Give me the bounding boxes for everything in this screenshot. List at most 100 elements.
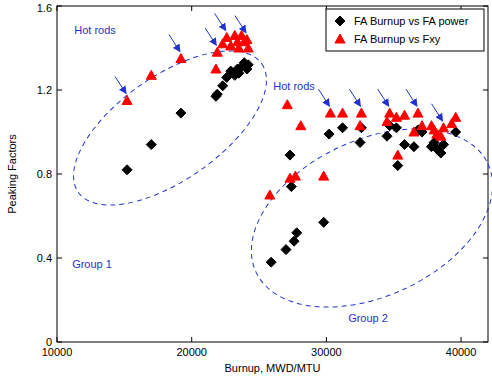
annotation-arrow [378,89,389,106]
point [292,228,302,238]
point [146,140,156,150]
point [122,96,132,105]
y-tick-right [483,90,488,91]
y-tick [57,6,62,7]
point [282,100,292,109]
point [355,138,365,148]
group-ellipse [223,93,492,343]
point [356,108,366,117]
point [413,108,423,117]
x-tick-label: 20000 [176,346,207,358]
legend-label: FA Burnup vs Fxy [354,33,441,45]
x-tick-top [191,6,192,11]
y-tick-right [483,174,488,175]
point [242,35,252,44]
point [222,33,232,42]
y-tick-label: 0.4 [37,252,52,264]
points [122,30,461,267]
point [391,123,401,133]
annotation: Group 1 [72,258,112,270]
point [436,131,446,140]
group-ellipse [48,21,291,235]
point [265,190,275,199]
y-tick-right [483,258,488,259]
point [266,257,276,267]
point [281,245,291,255]
x-tick [57,337,58,342]
point [324,129,334,139]
point [232,37,242,46]
legend-marker [335,34,345,43]
legend-label: FA Burnup vs FA power [354,15,469,27]
y-tick-label: 1.2 [37,84,52,96]
point [243,60,253,70]
y-tick-label: 1.6 [37,2,52,14]
plot-frame [57,6,488,342]
point [211,64,221,73]
legend: FA Burnup vs FA power FA Burnup vs Fxy [326,9,484,51]
point [393,161,403,171]
point [285,150,295,160]
y-tick-right [483,6,488,7]
y-tick-label: 0.8 [37,168,52,180]
y-tick [57,258,62,259]
chart-svg: 1000020000300004000000.40.81.21.6Burnup,… [0,0,492,378]
y-tick [57,174,62,175]
annotation: Group 2 [348,312,388,324]
point [232,64,242,74]
point [325,108,335,117]
point [176,54,186,63]
annotation-arrow [205,28,216,45]
point [382,117,392,126]
legend-box [326,9,484,51]
point [439,140,449,150]
x-tick [461,337,462,342]
point [146,70,156,79]
x-tick-label: 30000 [311,346,342,358]
x-tick-label: 40000 [446,346,477,358]
y-axis-title: Peaking Factors [6,134,18,214]
point [290,171,300,180]
y-tick [57,90,62,91]
annotation-arrow [215,14,226,31]
annotation-arrow [235,16,246,33]
point [243,43,253,52]
annotation-arrow [349,89,360,106]
annotation-arrow [318,89,329,106]
point [296,121,306,130]
annotation: Hot rods [273,80,315,92]
legend-marker [335,16,345,26]
point [319,171,329,180]
annotation-arrow [406,89,417,106]
point [447,119,457,128]
x-axis-title: Burnup, MWD/MTU [225,362,321,374]
x-tick [326,337,327,342]
y-tick-label: 0 [46,336,52,348]
point [338,123,348,133]
point [338,108,348,117]
point [355,121,365,130]
point [319,217,329,227]
point [385,108,395,117]
annotation: Hot rods [74,24,116,36]
point [382,131,392,141]
point [417,121,427,130]
chart-container: 1000020000300004000000.40.81.21.6Burnup,… [0,0,492,378]
y-tick [57,342,62,343]
point [176,108,186,118]
point [399,140,409,150]
annotation-arrow [115,77,126,94]
annotation-arrow [432,104,443,121]
point [391,112,401,121]
point [451,127,461,137]
point [122,165,132,175]
point [409,142,419,152]
point [399,110,409,119]
point [286,182,296,192]
point [393,150,403,159]
y-tick-right [483,342,488,343]
point [212,89,222,99]
annotation-arrow [169,35,180,52]
x-tick [191,337,192,342]
x-tick-top [57,6,58,11]
